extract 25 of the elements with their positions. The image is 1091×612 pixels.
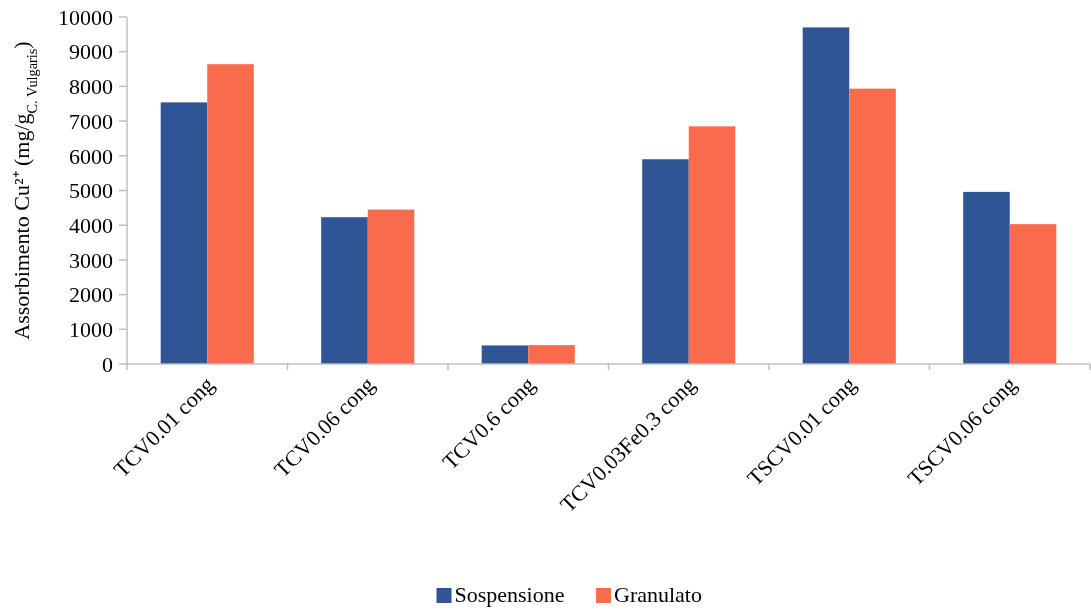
bar: [207, 64, 254, 364]
y-tick-label: 5000: [69, 178, 113, 204]
legend-label: Sospensione: [454, 582, 565, 607]
y-tick-label: 3000: [69, 247, 113, 273]
y-tick-label: 2000: [69, 282, 113, 308]
bar: [528, 345, 575, 364]
bar: [1009, 224, 1057, 364]
y-tick-label: 9000: [69, 39, 113, 65]
y-tick-label: 7000: [69, 108, 113, 134]
bar: [688, 126, 736, 364]
y-tick-label: 0: [102, 351, 113, 377]
legend-label: Granulato: [614, 582, 702, 607]
y-tick-label: 8000: [69, 74, 113, 100]
bar: [160, 102, 208, 364]
bar: [849, 88, 896, 364]
bar: [367, 209, 415, 364]
y-tick-label: 6000: [69, 143, 113, 169]
bar: [963, 191, 1010, 364]
bar: [321, 217, 368, 364]
y-tick-label: 1000: [69, 317, 113, 342]
bar: [481, 345, 529, 364]
y-tick-label: 10000: [58, 4, 113, 30]
y-tick-label: 4000: [69, 212, 113, 238]
bar: [802, 27, 850, 364]
bar: [642, 159, 689, 364]
